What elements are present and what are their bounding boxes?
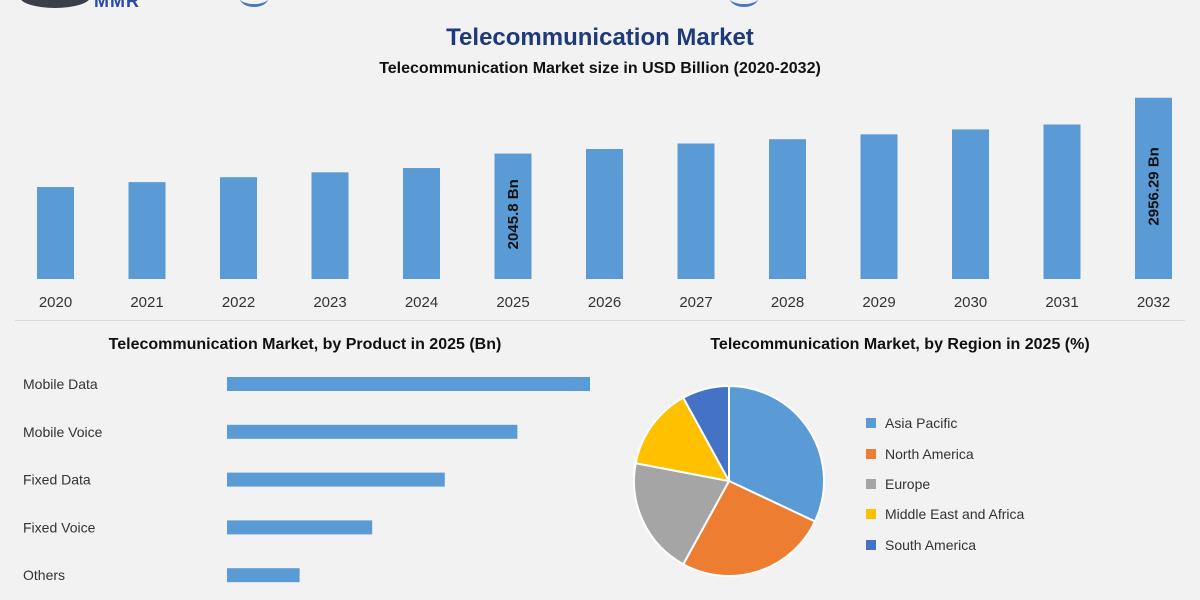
product-bar [227, 520, 373, 535]
product-bar [227, 568, 300, 583]
x-tick-label: 2032 [1137, 294, 1170, 311]
bar-2021 [128, 182, 166, 279]
logo-text: MMR [94, 0, 140, 11]
decorative-arc-icon [240, 0, 268, 7]
x-tick-label: 2020 [39, 294, 72, 311]
x-tick-label: 2023 [313, 294, 346, 311]
bar-2028 [769, 139, 806, 279]
data-label: 2956.29 Bn [1146, 147, 1163, 225]
section-divider [15, 320, 1185, 321]
bar-2022 [220, 177, 257, 279]
region-pie-chart [633, 384, 825, 577]
legend-label: Asia Pacific [885, 415, 958, 432]
bar-2026 [586, 149, 623, 279]
region-chart-title: Telecommunication Market, by Region in 2… [710, 336, 1090, 353]
bar-2023 [311, 172, 349, 279]
bar-2029 [860, 134, 898, 279]
pie-slice [633, 462, 731, 566]
legend-item: South America [866, 530, 1024, 560]
legend-label: North America [885, 445, 974, 462]
legend-label: South America [885, 536, 977, 553]
product-bar [227, 377, 590, 391]
product-category-label: Fixed Data [23, 472, 91, 488]
market-size-bar-chart: 2020 2021 2022 2023 2024 2025 2026 2027 2028 2029… [37, 97, 1172, 311]
bar-2024 [403, 168, 440, 279]
x-tick-label: 2027 [679, 294, 712, 311]
x-tick-label: 2021 [130, 294, 163, 311]
legend-label: Middle East and Africa [885, 506, 1025, 523]
legend-swatch [866, 448, 876, 459]
legend-item: Middle East and Africa [866, 499, 1024, 529]
region-legend: Asia Pacific North America Europe Middle Ea… [866, 408, 1024, 560]
legend-swatch [866, 418, 876, 429]
x-tick-label: 2028 [771, 294, 804, 311]
pie-slice [728, 384, 825, 523]
product-bar [227, 424, 518, 439]
pie-slice [634, 396, 731, 483]
bar-2031 [1043, 124, 1081, 279]
legend-item: North America [866, 438, 1024, 468]
logo-swoosh-icon [20, 0, 90, 8]
bar-2032 [1135, 97, 1172, 279]
product-category-label: Mobile Voice [23, 424, 103, 440]
bar-2030 [952, 129, 989, 279]
bar-2027 [677, 143, 715, 279]
product-bar [227, 472, 445, 487]
x-tick-label: 2026 [588, 294, 621, 311]
legend-swatch [866, 478, 876, 489]
legend-swatch [866, 539, 876, 550]
pie-slice [681, 384, 730, 482]
product-category-label: Fixed Voice [23, 519, 96, 535]
header-logo-strip: MMR [0, 0, 1200, 12]
product-chart-title: Telecommunication Market, by Product in … [108, 336, 502, 353]
page-title: Telecommunication Market [446, 24, 754, 51]
legend-item: Europe [866, 469, 1024, 499]
product-bar-chart: Mobile Data Mobile Voice Fixed Data Fixed V… [23, 376, 590, 583]
legend-label: Europe [885, 475, 931, 492]
x-tick-label: 2024 [405, 294, 438, 311]
data-label: 2045.8 Bn [505, 179, 522, 249]
product-category-label: Mobile Data [23, 376, 98, 392]
x-tick-label: 2031 [1045, 294, 1078, 311]
bar-2020 [37, 187, 74, 279]
x-tick-label: 2029 [862, 294, 895, 311]
legend-swatch [866, 509, 876, 520]
chart-subtitle: Telecommunication Market size in USD Bil… [379, 60, 821, 77]
bar-2025 [494, 153, 532, 279]
x-tick-label: 2030 [954, 294, 987, 311]
x-tick-label: 2025 [496, 294, 529, 311]
legend-item: Asia Pacific [866, 408, 1024, 438]
decorative-arc-icon [730, 0, 758, 7]
x-tick-label: 2022 [222, 294, 255, 311]
product-category-label: Others [23, 567, 65, 583]
